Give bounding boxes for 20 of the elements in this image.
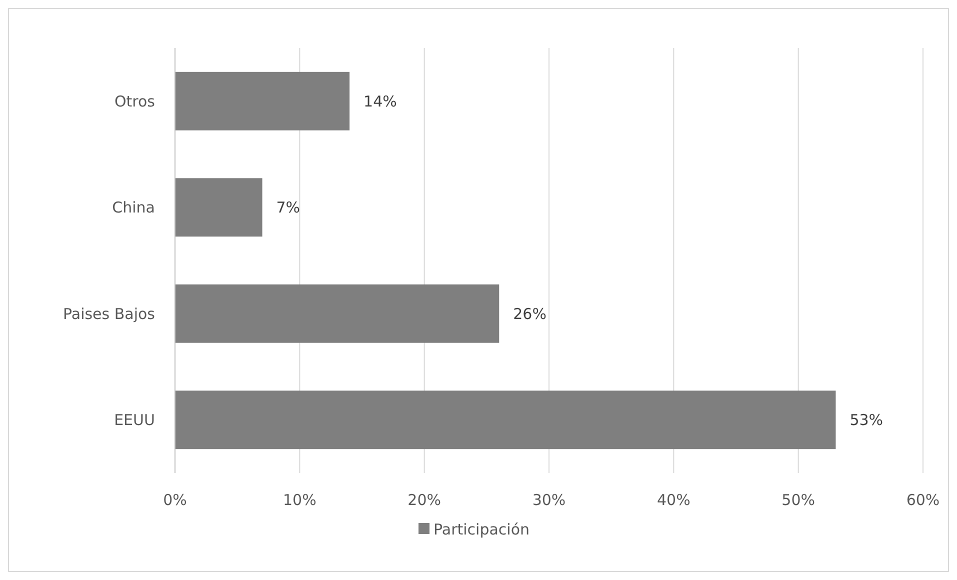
x-tick-label: 20% [408, 491, 442, 509]
y-tick-label: EEUU [114, 411, 155, 430]
x-tick-label: 50% [782, 491, 816, 509]
legend-label: Participación [434, 520, 530, 538]
x-tick-label: 60% [906, 491, 940, 509]
text: 53% [850, 411, 884, 430]
y-tick-label: Paises Bajos [63, 304, 156, 323]
y-tick-label: Otros [114, 92, 156, 110]
text: 7% [276, 198, 300, 217]
text: 14% [364, 92, 397, 110]
text: 26% [513, 304, 546, 323]
y-tick-label: China [112, 198, 155, 217]
x-tick-label: 0% [163, 491, 187, 509]
x-tick-label: 10% [282, 491, 316, 509]
x-tick-label: 30% [532, 491, 566, 509]
bar [175, 72, 350, 130]
x-tick-label: 40% [656, 491, 690, 509]
bar [175, 284, 500, 343]
bar [175, 178, 262, 237]
bar [175, 390, 836, 450]
